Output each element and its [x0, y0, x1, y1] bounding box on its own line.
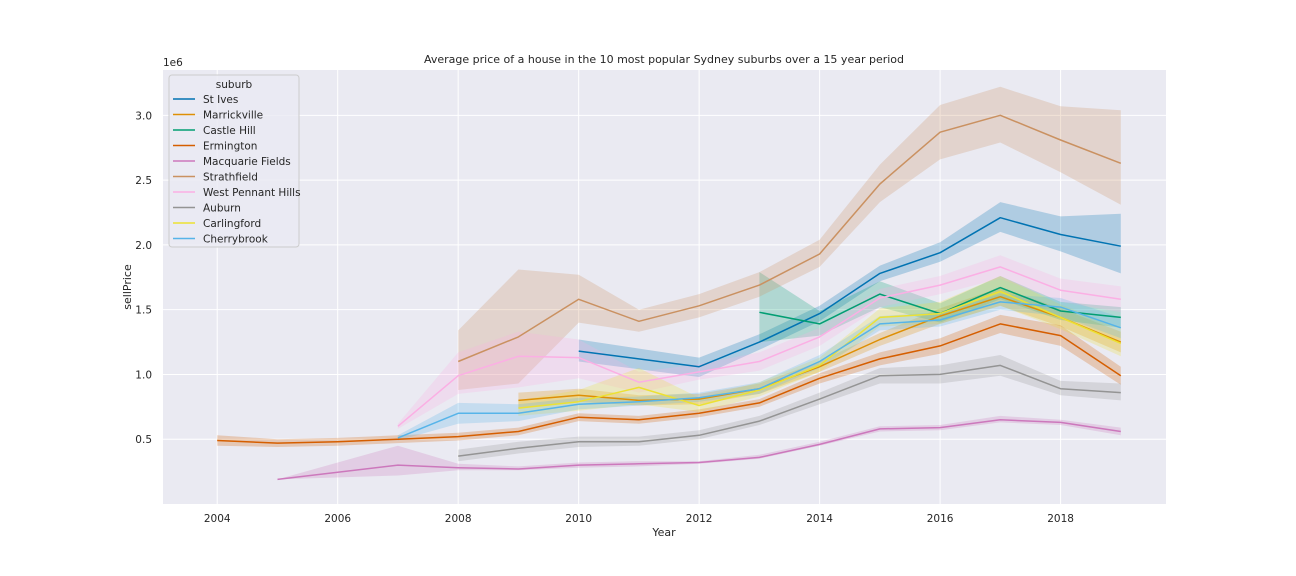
legend-item: Macquarie Fields: [173, 156, 291, 168]
grid-lines: [163, 70, 1166, 504]
legend-item: Cherrybrook: [173, 234, 269, 246]
y-axis-label: sellPrice: [121, 264, 134, 310]
y-tick-label: 3.0: [135, 110, 152, 122]
series-line-macquarie-fields: [277, 419, 1121, 481]
x-tick-label: 2018: [1047, 513, 1074, 525]
legend-box: [168, 74, 300, 248]
legend-label: Macquarie Fields: [203, 156, 291, 168]
series-line-st-ives: [578, 216, 1121, 368]
y-tick-label: 1.5: [135, 305, 152, 317]
legend-item: Castle Hill: [173, 125, 256, 137]
legend-item: West Pennant Hills: [173, 187, 301, 199]
legend-item: Auburn: [173, 203, 241, 215]
series-line-west-pennant-hills: [397, 266, 1121, 427]
legend-items: St Ives Marrickville Castle Hill Ermington M…: [173, 94, 301, 246]
y-tick-label: 0.5: [135, 434, 152, 446]
series-lines: [217, 114, 1122, 481]
legend-label: West Pennant Hills: [203, 187, 301, 199]
legend-item: Ermington: [173, 141, 257, 153]
legend-item: Marrickville: [173, 110, 263, 122]
x-tick-label: 2014: [806, 513, 833, 525]
chart-title: Average price of a house in the 10 most …: [424, 53, 904, 66]
legend-label: Cherrybrook: [203, 234, 269, 246]
confidence-band-auburn: [458, 355, 1121, 462]
confidence-band-castle-hill: [759, 272, 1121, 343]
confidence-band-marrickville: [518, 287, 1121, 409]
y-tick-label: 2.5: [135, 175, 152, 187]
x-tick-label: 2006: [324, 513, 351, 525]
series-line-ermington: [217, 323, 1122, 444]
legend-label: Marrickville: [203, 110, 263, 122]
legend-item: Strathfield: [173, 172, 258, 184]
y-tick-label: 1.0: [135, 369, 152, 381]
legend-item: Carlingford: [173, 218, 261, 230]
x-tick-label: 2004: [204, 513, 231, 525]
y-tick-labels: 0.5 1.0 1.5 2.0 2.5 3.0: [135, 110, 152, 446]
series-line-auburn: [458, 364, 1121, 457]
series-line-cherrybrook: [397, 301, 1122, 439]
series-line-strathfield: [457, 114, 1122, 363]
legend-label: St Ives: [203, 94, 238, 106]
x-tick-label: 2012: [686, 513, 713, 525]
confidence-band-west-pennant-hills: [397, 255, 1121, 429]
plot-background: [163, 70, 1166, 504]
confidence-band-st-ives: [578, 202, 1121, 377]
legend: suburb St Ives Marrickville Castle Hill Erm…: [168, 74, 301, 248]
legend-label: Castle Hill: [203, 125, 256, 137]
confidence-band-strathfield: [458, 86, 1121, 391]
legend-title: suburb: [216, 79, 253, 91]
confidence-band-macquarie-fields: [277, 415, 1121, 480]
legend-item: St Ives: [173, 94, 238, 106]
x-tick-label: 2016: [927, 513, 954, 525]
legend-label: Strathfield: [203, 172, 258, 184]
x-tick-label: 2010: [565, 513, 592, 525]
legend-label: Carlingford: [203, 218, 261, 230]
y-offset-label: 1e6: [163, 57, 183, 69]
series-line-carlingford: [518, 290, 1122, 409]
x-axis-label: Year: [651, 526, 676, 539]
confidence-band-ermington: [217, 314, 1121, 447]
x-tick-label: 2008: [445, 513, 472, 525]
legend-label: Auburn: [203, 203, 241, 215]
legend-label: Ermington: [203, 141, 257, 153]
x-tick-labels: 2004 2006 2008 2010 2012 2014 2016 2018: [204, 513, 1074, 525]
y-tick-label: 2.0: [135, 240, 152, 252]
